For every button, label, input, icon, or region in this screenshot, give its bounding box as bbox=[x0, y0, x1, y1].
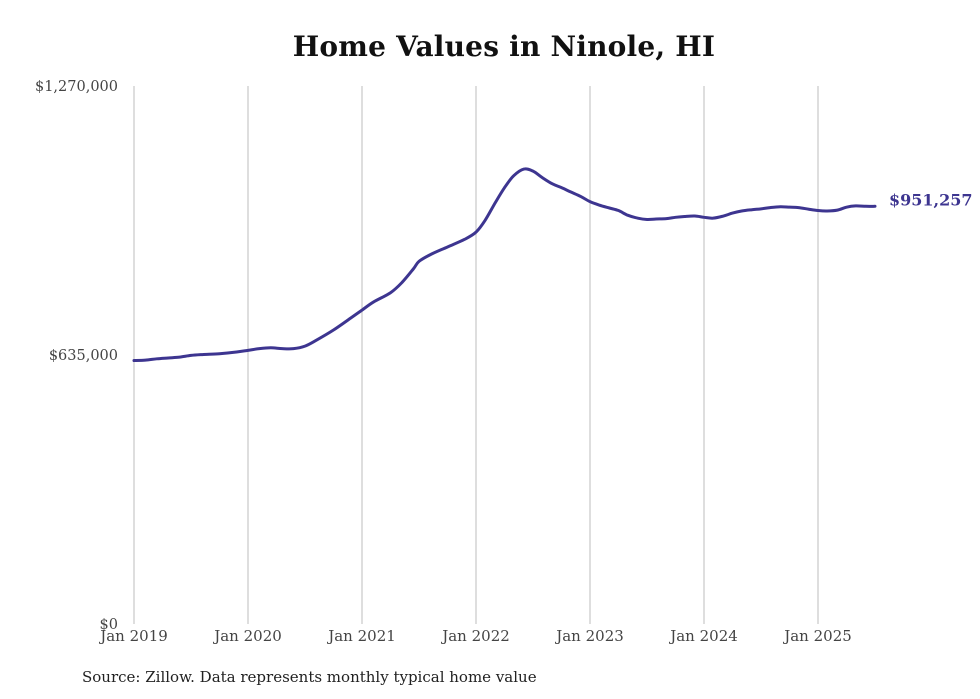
y-axis-ticks: $0 $635,000 $1,270,000 bbox=[35, 79, 118, 633]
series-end-label: $951,257 bbox=[889, 190, 973, 209]
x-tick-label: Jan 2025 bbox=[782, 627, 852, 645]
gridlines bbox=[133, 86, 819, 624]
series-layer: $951,257 bbox=[132, 167, 973, 363]
y-tick-label: $0 bbox=[100, 617, 118, 633]
x-tick-label: Jan 2022 bbox=[440, 627, 510, 645]
x-axis-ticks: Jan 2019 Jan 2020 Jan 2021 Jan 2022 Jan 2023… bbox=[98, 627, 852, 645]
source-note: Source: Zillow. Data represents monthly … bbox=[82, 668, 537, 686]
x-tick-label: Jan 2021 bbox=[326, 627, 396, 645]
x-tick-label: Jan 2019 bbox=[98, 627, 168, 645]
x-tick-label: Jan 2020 bbox=[212, 627, 282, 645]
chart-title: Home Values in Ninole, HI bbox=[292, 30, 716, 63]
x-tick-label: Jan 2024 bbox=[668, 627, 738, 645]
series-line bbox=[132, 167, 877, 363]
x-tick-label: Jan 2023 bbox=[554, 627, 624, 645]
y-tick-label: $1,270,000 bbox=[35, 79, 118, 95]
y-tick-label: $635,000 bbox=[49, 348, 118, 364]
